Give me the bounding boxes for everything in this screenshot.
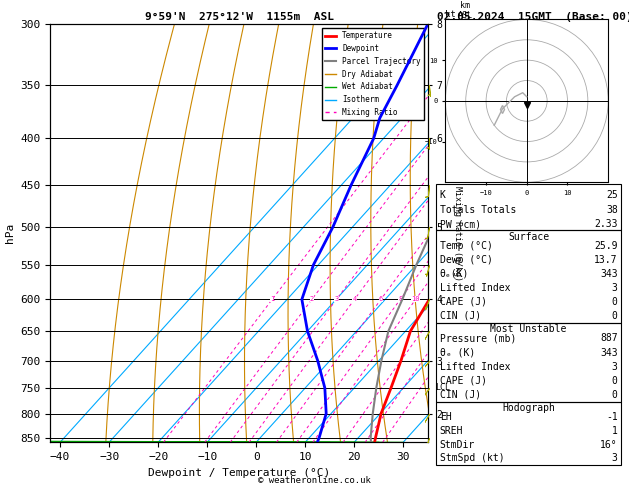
Text: 2: 2 <box>309 296 314 302</box>
Text: 0: 0 <box>612 311 618 321</box>
Text: 6: 6 <box>379 296 383 302</box>
Text: 4: 4 <box>352 296 357 302</box>
Text: PW (cm): PW (cm) <box>440 219 481 229</box>
Text: 13.7: 13.7 <box>594 255 618 265</box>
Text: 1: 1 <box>270 296 274 302</box>
Text: Lifted Index: Lifted Index <box>440 283 510 293</box>
Text: 3: 3 <box>612 362 618 372</box>
Text: 2.33: 2.33 <box>594 219 618 229</box>
Text: 8: 8 <box>398 296 403 302</box>
Legend: Temperature, Dewpoint, Parcel Trajectory, Dry Adiabat, Wet Adiabat, Isotherm, Mi: Temperature, Dewpoint, Parcel Trajectory… <box>321 28 424 120</box>
Text: CIN (J): CIN (J) <box>440 390 481 400</box>
Text: Totals Totals: Totals Totals <box>440 205 516 215</box>
Text: 3: 3 <box>612 283 618 293</box>
Text: CAPE (J): CAPE (J) <box>440 376 487 386</box>
Text: © weatheronline.co.uk: © weatheronline.co.uk <box>258 476 371 485</box>
Text: 0: 0 <box>612 390 618 400</box>
Text: 10: 10 <box>411 296 420 302</box>
Text: 1: 1 <box>612 426 618 436</box>
Text: Dewp (°C): Dewp (°C) <box>440 255 493 265</box>
Title: 9°59'N  275°12'W  1155m  ASL: 9°59'N 275°12'W 1155m ASL <box>145 12 333 22</box>
Text: 343: 343 <box>600 347 618 358</box>
Text: CIN (J): CIN (J) <box>440 311 481 321</box>
Text: Most Unstable: Most Unstable <box>491 324 567 334</box>
Text: 3: 3 <box>334 296 338 302</box>
Text: LCL: LCL <box>435 383 450 393</box>
Text: 3: 3 <box>612 453 618 463</box>
Text: -1: -1 <box>606 413 618 422</box>
Text: 38: 38 <box>606 205 618 215</box>
Text: EH: EH <box>440 413 452 422</box>
Text: 343: 343 <box>600 269 618 279</box>
Text: 16°: 16° <box>600 440 618 450</box>
Text: StmSpd (kt): StmSpd (kt) <box>440 453 504 463</box>
Text: 0: 0 <box>612 376 618 386</box>
Text: Temp (°C): Temp (°C) <box>440 241 493 251</box>
Text: θₑ (K): θₑ (K) <box>440 347 475 358</box>
Text: Surface: Surface <box>508 232 549 242</box>
Text: CAPE (J): CAPE (J) <box>440 297 487 307</box>
Text: 887: 887 <box>600 333 618 344</box>
Text: 02.05.2024  15GMT  (Base: 00): 02.05.2024 15GMT (Base: 00) <box>437 12 629 22</box>
Text: 25: 25 <box>606 191 618 200</box>
Text: 0: 0 <box>612 297 618 307</box>
Text: Pressure (mb): Pressure (mb) <box>440 333 516 344</box>
Y-axis label: Mixing Ratio (g/kg): Mixing Ratio (g/kg) <box>453 186 462 281</box>
Text: kt: kt <box>445 10 456 19</box>
Text: StmDir: StmDir <box>440 440 475 450</box>
Y-axis label: hPa: hPa <box>5 223 15 243</box>
Text: SREH: SREH <box>440 426 463 436</box>
Text: K: K <box>440 191 445 200</box>
Text: Lifted Index: Lifted Index <box>440 362 510 372</box>
Text: km
ASL: km ASL <box>458 0 473 20</box>
X-axis label: Dewpoint / Temperature (°C): Dewpoint / Temperature (°C) <box>148 468 330 478</box>
Text: Hodograph: Hodograph <box>502 403 555 414</box>
Text: 25.9: 25.9 <box>594 241 618 251</box>
Text: θₑ(K): θₑ(K) <box>440 269 469 279</box>
